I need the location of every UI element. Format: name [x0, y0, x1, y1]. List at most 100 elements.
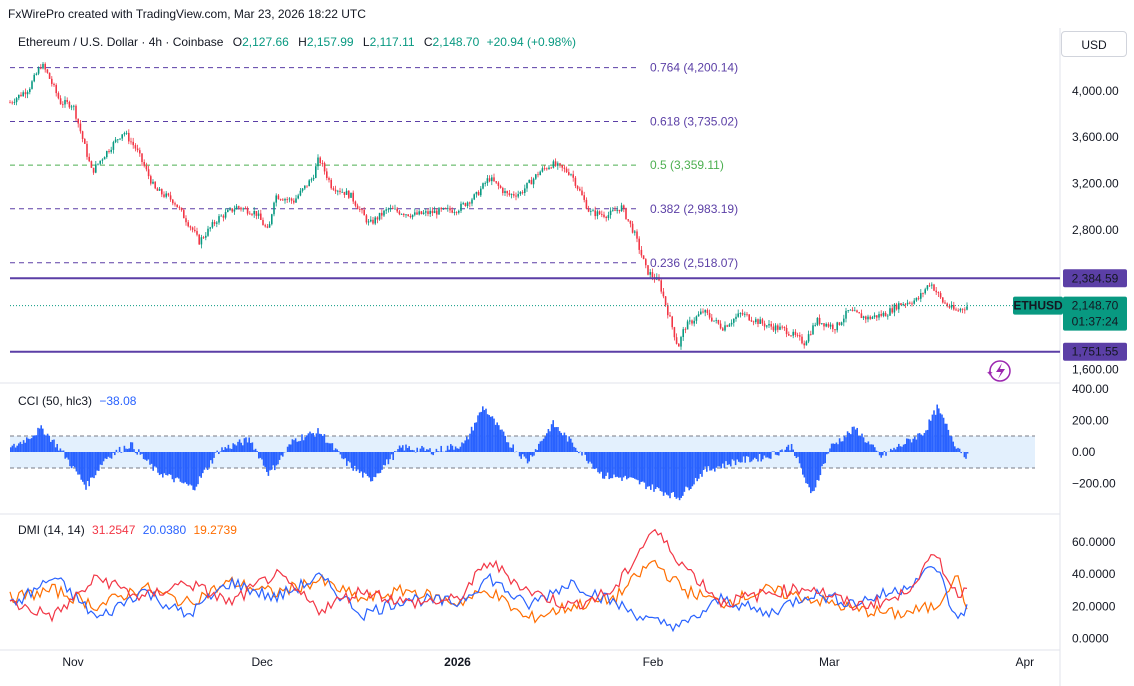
symbol-name[interactable]: Ethereum / U.S. Dollar · 4h · Coinbase	[18, 35, 224, 49]
cci-bar	[560, 432, 562, 452]
cci-bar	[506, 442, 508, 452]
cci-bar	[322, 435, 324, 452]
candle	[343, 191, 346, 198]
cci-bar	[752, 452, 754, 460]
change-value: +20.94 (+0.98%)	[486, 35, 577, 49]
cci-bar	[866, 442, 868, 452]
candle	[220, 214, 222, 217]
lightning-icon[interactable]: ✦	[986, 360, 1011, 382]
candle	[394, 204, 396, 210]
cci-bar	[539, 441, 542, 452]
candle	[55, 83, 57, 97]
cci-bar	[269, 452, 271, 471]
cci-bar	[749, 452, 751, 463]
cci-bar	[650, 452, 652, 490]
candle	[150, 174, 152, 186]
cci-bar	[930, 420, 932, 452]
candle	[693, 317, 695, 327]
cci-bar	[309, 431, 311, 452]
cci-label[interactable]: CCI (50, hlc3)	[18, 394, 93, 408]
cci-bar	[326, 442, 329, 452]
cci-bar	[574, 447, 577, 452]
ticker-text: ETHUSD	[1013, 299, 1063, 313]
cci-bar	[163, 452, 166, 474]
cci-bar	[152, 452, 154, 471]
cci-bar	[566, 441, 569, 452]
cci-bar	[533, 452, 535, 456]
cci-bar	[629, 452, 631, 478]
cci-bar	[214, 452, 217, 453]
cci-bar	[392, 452, 394, 461]
cci-bar	[522, 452, 524, 455]
cci-bar	[589, 452, 591, 462]
cci-bar	[787, 444, 790, 452]
cci-bar	[421, 445, 423, 452]
cci-bar	[56, 443, 58, 452]
candle	[770, 321, 772, 330]
cci-bar	[698, 452, 700, 479]
cci-bar	[363, 452, 366, 473]
cci-bar	[91, 452, 94, 478]
candle	[792, 329, 794, 339]
candle	[497, 181, 500, 190]
candle	[550, 166, 552, 169]
cci-bar	[806, 452, 809, 484]
cci-bar	[818, 452, 820, 481]
cci-bar	[922, 435, 924, 452]
cci-bar	[507, 442, 510, 452]
candle	[867, 314, 869, 323]
candle	[605, 215, 607, 222]
cci-bar	[627, 452, 630, 479]
cci-bar	[901, 446, 903, 452]
cci-bar	[480, 411, 482, 452]
candle	[964, 307, 966, 314]
cci-bar	[83, 452, 86, 485]
cci-axis-tick: 0.00	[1072, 445, 1096, 459]
candle	[262, 217, 264, 226]
candle	[95, 160, 97, 174]
cci-bar	[482, 406, 484, 452]
candle	[557, 161, 559, 170]
cci-bar	[661, 452, 663, 492]
time-axis-label: Dec	[251, 655, 272, 669]
cci-bar	[62, 450, 65, 452]
cci-bar	[69, 452, 71, 467]
cci-bar	[774, 452, 777, 455]
cci-bar	[125, 448, 127, 452]
cci-bar	[744, 452, 746, 463]
candle	[337, 189, 339, 196]
candle	[812, 322, 814, 335]
candle	[103, 156, 106, 160]
cci-bar	[499, 429, 502, 452]
candle	[761, 317, 764, 326]
cci-bar	[706, 452, 708, 472]
cci-bar	[843, 435, 846, 452]
cci-bar	[878, 452, 881, 456]
candle	[799, 332, 801, 341]
cci-bar	[40, 425, 42, 452]
cci-bar	[10, 447, 12, 452]
cci-bar	[229, 448, 231, 452]
cci-bar	[426, 449, 428, 452]
cci-bar	[397, 449, 399, 452]
cci-bar	[126, 448, 129, 452]
time-axis-label: Nov	[62, 655, 83, 669]
cci-bar	[182, 452, 185, 484]
cci-bar	[232, 443, 234, 452]
cci-bar	[669, 452, 671, 499]
cci-bar	[139, 452, 142, 455]
candle	[176, 204, 178, 208]
candle	[966, 302, 968, 311]
candle	[559, 162, 561, 168]
candle	[746, 311, 748, 317]
candle	[53, 82, 55, 87]
currency-button[interactable]: USD	[1061, 31, 1127, 57]
cci-bar	[144, 452, 146, 460]
dmi-label[interactable]: DMI (14, 14)	[18, 523, 85, 537]
candle	[671, 315, 673, 330]
candle	[480, 186, 482, 197]
cci-bar	[486, 414, 489, 452]
cci-bar	[411, 449, 414, 452]
cci-bar	[869, 444, 871, 452]
